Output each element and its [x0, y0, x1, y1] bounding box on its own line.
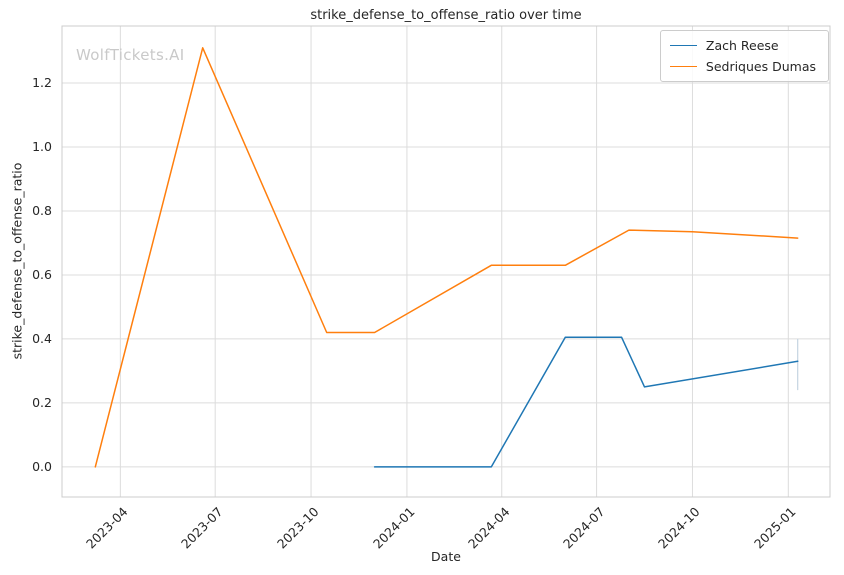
legend-label: Sedriques Dumas [705, 59, 816, 74]
legend-line-sample [669, 45, 697, 46]
legend: Zach Reese Sedriques Dumas [659, 30, 829, 82]
y-tick-label: 0.2 [32, 394, 52, 410]
y-tick-label: 0.8 [32, 202, 52, 218]
y-tick-label: 0.0 [32, 458, 52, 474]
y-axis-label: strike_defense_to_offense_ratio [9, 162, 25, 360]
y-tick-label: 0.6 [32, 266, 52, 282]
series-line-sedriques-dumas [94, 47, 799, 468]
x-axis-label: Date [431, 549, 461, 564]
legend-item: Zach Reese [669, 38, 816, 53]
legend-item: Sedriques Dumas [669, 59, 816, 74]
legend-label: Zach Reese [705, 38, 779, 53]
series-line-zach-reese [373, 336, 799, 468]
y-tick-label: 1.0 [32, 138, 52, 154]
y-tick-label: 0.4 [32, 330, 52, 346]
chart-title: strike_defense_to_offense_ratio over tim… [310, 8, 582, 23]
axes-border [61, 25, 831, 498]
y-tick-label: 1.2 [32, 74, 52, 90]
legend-line-sample [669, 66, 697, 67]
watermark: WolfTickets.AI [76, 46, 185, 64]
